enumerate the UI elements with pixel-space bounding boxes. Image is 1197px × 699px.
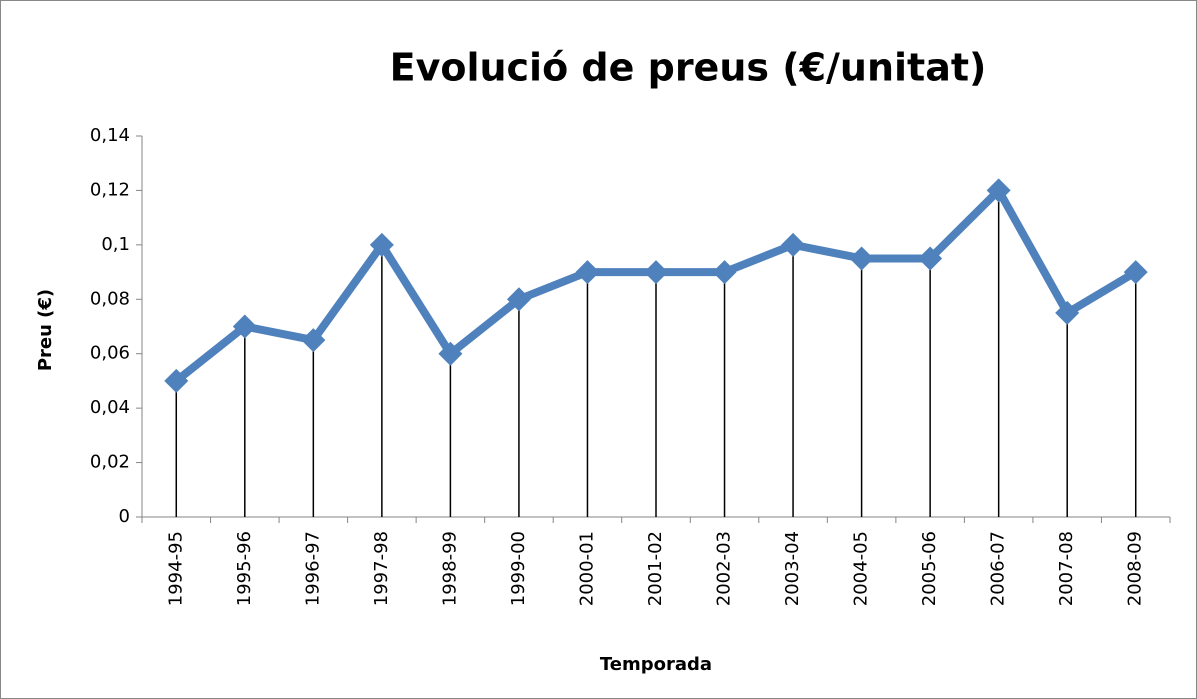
x-tick-label: 2007-08	[1056, 531, 1077, 606]
marker	[575, 260, 600, 285]
marker	[438, 341, 463, 366]
marker	[918, 246, 943, 271]
y-tick-label: 0,04	[90, 397, 130, 418]
y-tick-label: 0,1	[101, 234, 130, 255]
marker	[506, 287, 531, 312]
x-tick-label: 2006-07	[988, 531, 1009, 606]
y-tick-label: 0	[119, 506, 130, 527]
x-tick-label: 1996-97	[302, 531, 323, 606]
marker	[369, 232, 394, 257]
y-tick-label: 0,12	[90, 179, 130, 200]
y-tick-label: 0,02	[90, 452, 130, 473]
y-tick-label: 0,06	[90, 343, 130, 364]
marker	[849, 246, 874, 271]
y-tick-label: 0,14	[90, 125, 130, 146]
x-tick-label: 2002-03	[714, 531, 735, 606]
y-tick-label: 0,08	[90, 288, 130, 309]
marker	[781, 232, 806, 257]
x-tick-label: 2003-04	[782, 531, 803, 606]
x-tick-label: 2005-06	[919, 531, 940, 606]
x-tick-label: 2000-01	[576, 531, 597, 606]
x-tick-label: 1997-98	[371, 531, 392, 606]
marker	[986, 178, 1011, 203]
marker	[644, 260, 668, 285]
x-tick-label: 1999-00	[508, 531, 529, 606]
x-tick-label: 2001-02	[645, 531, 666, 606]
chart-title: Evolució de preus (€/unitat)	[390, 46, 987, 90]
x-tick-label: 2004-05	[851, 531, 872, 606]
marker	[1055, 300, 1080, 325]
x-tick-label: 1998-99	[439, 531, 460, 606]
marker	[1123, 260, 1148, 285]
x-tick-label: 1995-96	[234, 531, 255, 606]
marker	[712, 260, 737, 285]
marker	[164, 368, 189, 393]
x-tick-label: 2008-09	[1125, 531, 1146, 606]
x-axis-label: Temporada	[600, 654, 712, 675]
marker	[301, 328, 326, 353]
y-axis-label: Preu (€)	[35, 289, 56, 371]
marker	[232, 314, 257, 339]
x-tick-label: 1994-95	[165, 531, 186, 606]
